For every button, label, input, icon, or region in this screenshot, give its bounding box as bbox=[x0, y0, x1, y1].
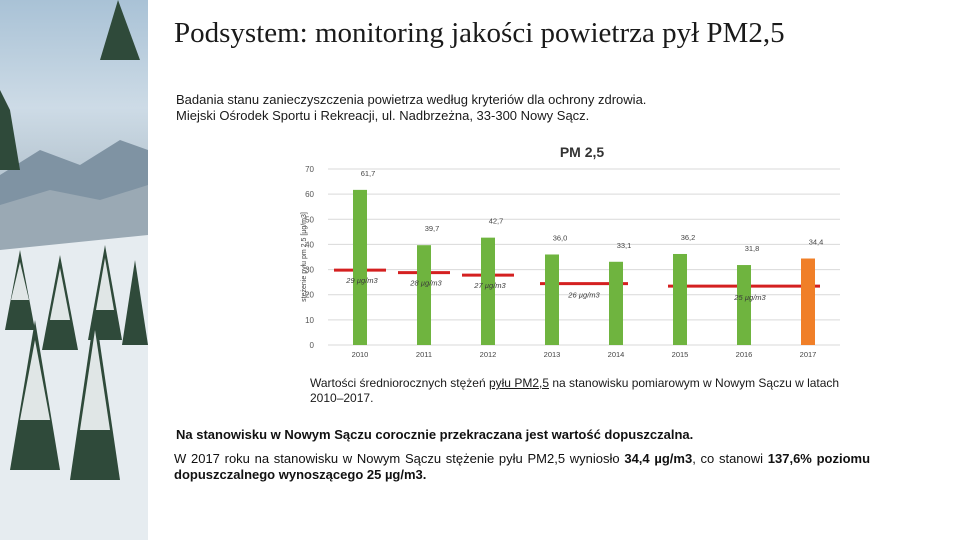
subtitle-line-2: Miejski Ośrodek Sportu i Rekreacji, ul. … bbox=[176, 108, 590, 123]
winter-forest-photo bbox=[0, 0, 148, 540]
summary-text-3: poziomu dopuszczalnego wynoszącego 25 µg… bbox=[174, 451, 871, 482]
x-tick-label: 2017 bbox=[800, 350, 817, 359]
summary-value: 34,4 µg/m3 bbox=[624, 451, 693, 466]
y-tick-label: 0 bbox=[310, 341, 315, 350]
data-label: 31,8 bbox=[745, 244, 760, 253]
chart-caption: Wartości średniorocznych stężeń pyłu PM2… bbox=[310, 376, 870, 406]
bar-2015 bbox=[673, 253, 687, 345]
bar-2012 bbox=[481, 237, 495, 345]
bar-2016 bbox=[737, 265, 751, 345]
pm25-bar-chart: PM 2,5 stężenie pyłu pm 2,5 [µg/m3] 0 10 2… bbox=[301, 144, 840, 359]
x-tick-label: 2015 bbox=[672, 350, 689, 359]
data-label: 39,7 bbox=[425, 224, 440, 233]
subtitle-line-1: Badania stanu zanieczyszczenia powietrza… bbox=[176, 92, 647, 107]
y-tick-label: 30 bbox=[305, 266, 314, 275]
bar-2017 bbox=[801, 258, 815, 345]
limit-label: 28 µg/m3 bbox=[409, 279, 442, 288]
summary-percent: 137,6% bbox=[767, 451, 812, 466]
summary-text-1: W 2017 roku na stanowisku w Nowym Sączu … bbox=[174, 451, 625, 466]
x-tick-label: 2012 bbox=[480, 350, 497, 359]
y-tick-label: 20 bbox=[305, 291, 314, 300]
summary-paragraph: W 2017 roku na stanowisku w Nowym Sączu … bbox=[174, 451, 870, 483]
bar-2010 bbox=[353, 189, 367, 345]
summary-text-2: , co stanowi bbox=[692, 451, 768, 466]
limit-label: 26 µg/m3 bbox=[567, 291, 600, 300]
bar-2013 bbox=[545, 254, 559, 345]
exceedance-statement: Na stanowisku w Nowym Sączu corocznie pr… bbox=[176, 427, 694, 442]
data-label: 33,1 bbox=[617, 241, 632, 250]
x-tick-label: 2010 bbox=[352, 350, 369, 359]
slide-title: Podsystem: monitoring jakości powietrza … bbox=[174, 17, 785, 49]
limit-label: 27 µg/m3 bbox=[473, 281, 506, 290]
caption-link[interactable]: pyłu PM2,5 bbox=[488, 376, 549, 390]
chart-title: PM 2,5 bbox=[560, 144, 605, 160]
x-tick-label: 2016 bbox=[736, 350, 753, 359]
x-tick-label: 2011 bbox=[416, 350, 432, 359]
bar-2014 bbox=[609, 261, 623, 345]
limit-label: 25 µg/m3 bbox=[733, 293, 766, 302]
winter-forest-illustration bbox=[0, 0, 148, 540]
y-tick-label: 70 bbox=[305, 165, 314, 174]
limit-label: 29 µg/m3 bbox=[345, 276, 378, 285]
y-tick-label: 10 bbox=[305, 316, 314, 325]
data-label: 42,7 bbox=[489, 217, 504, 226]
chart-ylabel: stężenie pyłu pm 2,5 [µg/m3] bbox=[301, 212, 308, 302]
x-tick-label: 2013 bbox=[544, 350, 561, 359]
data-label: 34,4 bbox=[809, 238, 824, 247]
data-label: 36,2 bbox=[681, 233, 696, 242]
caption-text-start: Wartości średniorocznych stężeń bbox=[310, 376, 489, 390]
data-label: 36,0 bbox=[553, 233, 568, 242]
caption-text-end: na stanowisku pomiarowym w Nowym Sączu w… bbox=[310, 376, 840, 405]
bar-2011 bbox=[417, 245, 431, 345]
x-tick-label: 2014 bbox=[608, 350, 625, 359]
y-tick-label: 50 bbox=[305, 215, 314, 224]
data-label: 61,7 bbox=[361, 169, 376, 178]
y-tick-label: 60 bbox=[305, 190, 314, 199]
subtitle: Badania stanu zanieczyszczenia powietrza… bbox=[176, 92, 646, 124]
y-tick-label: 40 bbox=[305, 240, 314, 249]
